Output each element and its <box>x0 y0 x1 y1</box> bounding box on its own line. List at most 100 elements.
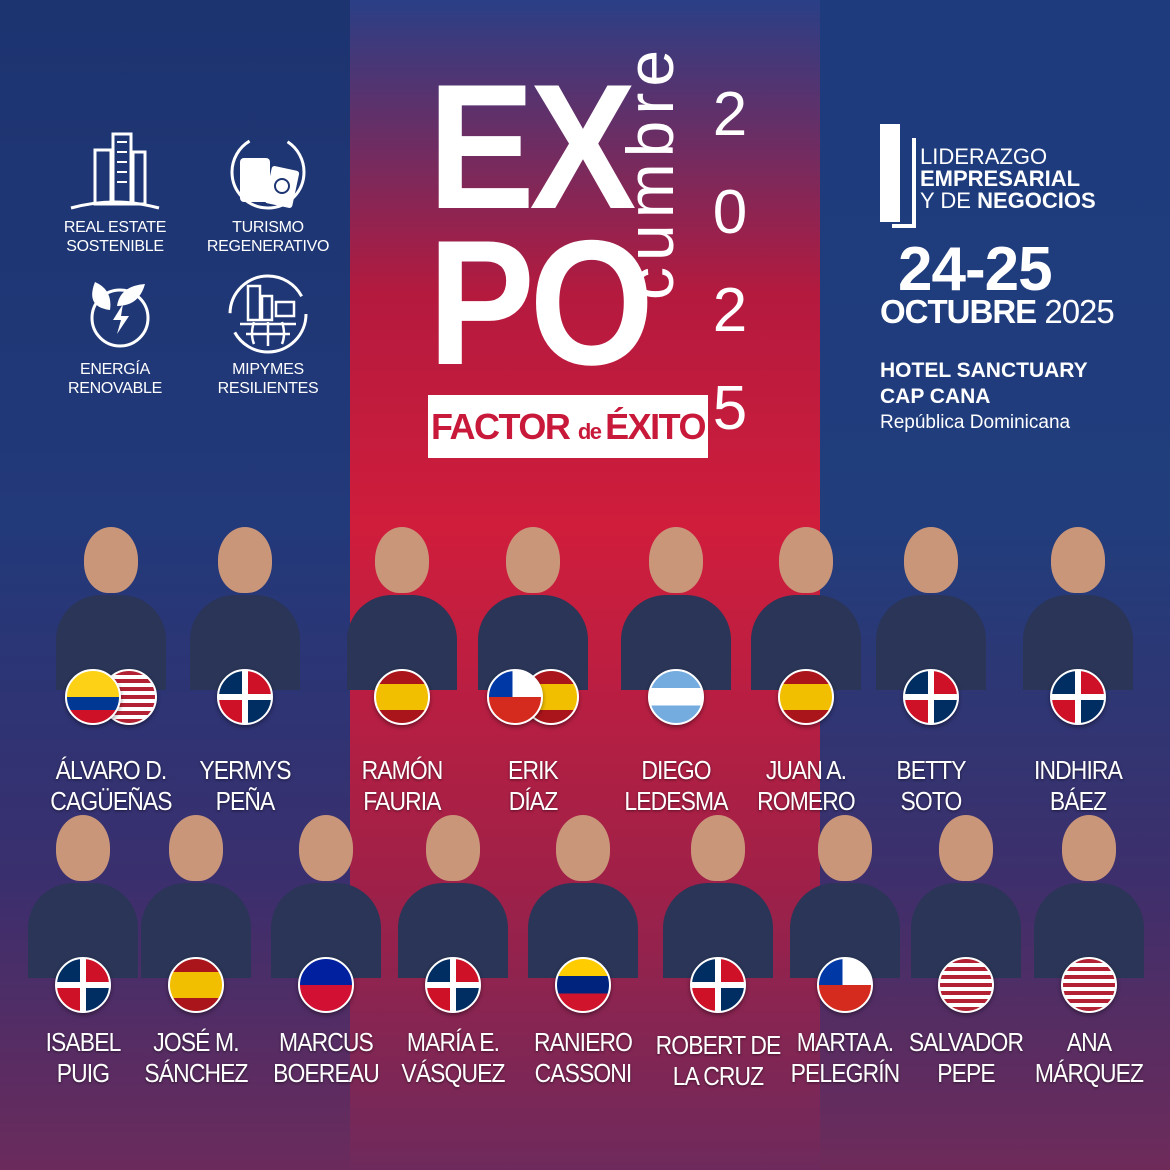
flag-do-icon <box>55 957 111 1013</box>
program-line: Y DE <box>920 188 978 213</box>
factor-word: FACTOR <box>430 406 578 447</box>
factor-de-exito-banner: FACTOR de ÉXITO <box>428 395 708 458</box>
speaker-head <box>691 815 745 881</box>
speaker-photo <box>1034 815 1144 978</box>
speaker-photo <box>621 527 731 690</box>
speaker-name: MARÍA E. VÁSQUEZ <box>387 1027 519 1089</box>
category-label: TURISMO <box>232 219 304 236</box>
speaker-name: YERMYS PEÑA <box>179 755 311 817</box>
speaker-name: ÁLVARO D. CAGÜEÑAS <box>45 755 177 817</box>
speaker-photo <box>1023 527 1133 690</box>
year-digit: 0 <box>712 178 748 247</box>
speaker-name: JUAN A. ROMERO <box>740 755 872 817</box>
factor-word: de <box>577 419 606 444</box>
year-digit: 2 <box>712 80 748 149</box>
speaker-name: MARCUS BOEREAU <box>260 1027 392 1089</box>
event-month: OCTUBRE <box>880 293 1037 330</box>
speaker-head <box>649 527 703 593</box>
speaker-name-line: MARCUS <box>279 1027 374 1057</box>
year-digit: 5 <box>712 374 748 443</box>
speaker-name: MARTA A. PELEGRÍN <box>779 1027 911 1089</box>
speaker-photo <box>190 527 300 690</box>
speaker-name-line: DIEGO <box>641 755 711 785</box>
speaker-name: DIEGO LEDESMA <box>610 755 742 817</box>
speaker-name-line: RANIERO <box>533 1027 633 1057</box>
building-icon <box>70 132 160 210</box>
speaker-name-line: SOTO <box>900 786 963 816</box>
speaker-name: ROBERT DE LA CRUZ <box>652 1030 784 1092</box>
flag-do-icon <box>217 669 273 725</box>
speaker-name: JOSÉ M. SÁNCHEZ <box>130 1027 262 1089</box>
flag-do-icon <box>690 957 746 1013</box>
venue-line: HOTEL SANCTUARY <box>880 359 1088 382</box>
speaker-photo <box>478 527 588 690</box>
category-label: RESILIENTES <box>217 380 319 397</box>
city-globe-icon <box>228 274 308 354</box>
speaker-name-line: ÁLVARO D. <box>55 755 168 785</box>
speaker-name-line: ISABEL <box>45 1027 122 1057</box>
program-logo-bracket <box>892 138 916 228</box>
title-cumbre-vertical: cumbre <box>613 43 687 300</box>
flag-ar-icon <box>648 669 704 725</box>
speaker-name-line: BOEREAU <box>273 1058 380 1088</box>
speaker-name: ERIK DÍAZ <box>467 755 599 817</box>
speaker-photo <box>271 815 381 978</box>
speaker-photo <box>790 815 900 978</box>
speaker-name-line: ROBERT DE <box>655 1030 782 1060</box>
speaker-name-line: CASSONI <box>534 1058 633 1088</box>
flag-do-icon <box>425 957 481 1013</box>
speaker-head <box>1062 815 1116 881</box>
flag-us-icon <box>938 957 994 1013</box>
speaker-name: INDHIRA BÁEZ <box>1012 755 1144 817</box>
category-label: SOSTENIBLE <box>66 238 164 255</box>
speaker-name-line: MÁRQUEZ <box>1034 1058 1144 1088</box>
speaker-name-line: BETTY <box>896 755 966 785</box>
speaker-name-line: LEDESMA <box>624 786 728 816</box>
speaker-head <box>426 815 480 881</box>
speaker-name-line: LA CRUZ <box>672 1061 764 1091</box>
flag-do-icon <box>903 669 959 725</box>
event-month-year: OCTUBRE 2025 <box>880 293 1115 330</box>
speaker-head <box>939 815 993 881</box>
speaker-name: SALVADOR PEPE <box>900 1027 1032 1089</box>
flag-cl-icon <box>487 669 543 725</box>
flag-es-icon <box>374 669 430 725</box>
category-label: ENERGÍA <box>80 361 150 378</box>
speaker-name-line: PEPE <box>937 1058 995 1088</box>
speaker-head <box>904 527 958 593</box>
speaker-photo <box>528 815 638 978</box>
speaker-name-line: DÍAZ <box>508 786 558 816</box>
speaker-head <box>299 815 353 881</box>
speaker-head <box>218 527 272 593</box>
flag-do-icon <box>1050 669 1106 725</box>
speaker-name: ISABEL PUIG <box>17 1027 149 1089</box>
speaker-head <box>779 527 833 593</box>
title-po: PO <box>428 203 654 402</box>
program-logo-bar <box>880 124 900 222</box>
speaker-name: RANIERO CASSONI <box>517 1027 649 1089</box>
event-year: 2025 <box>1044 293 1114 330</box>
speaker-name-line: BÁEZ <box>1049 786 1107 816</box>
speaker-head <box>556 815 610 881</box>
title-year-vertical: 2 0 2 5 <box>700 66 760 458</box>
speaker-photo <box>876 527 986 690</box>
year-digit: 2 <box>712 276 748 345</box>
category-label: MIPYMES <box>232 361 304 378</box>
speaker-name-line: ERIK <box>508 755 559 785</box>
speaker-head <box>375 527 429 593</box>
speaker-photo <box>911 815 1021 978</box>
category-energia: ENERGÍA RENOVABLE <box>40 272 190 398</box>
category-turismo: TURISMO REGENERATIVO <box>193 130 343 256</box>
flag-es-icon <box>778 669 834 725</box>
program-line: NEGOCIOS <box>977 188 1096 213</box>
speaker-photo <box>347 527 457 690</box>
category-real-estate: REAL ESTATE SOSTENIBLE <box>40 130 190 256</box>
speaker-head <box>56 815 110 881</box>
factor-word: ÉXITO <box>605 406 706 447</box>
program-name: LIDERAZGO EMPRESARIAL Y DE NEGOCIOS <box>920 146 1096 212</box>
speaker-name: ANA MÁRQUEZ <box>1023 1027 1155 1089</box>
event-country: República Dominicana <box>880 412 1071 433</box>
speaker-name-line: PUIG <box>56 1058 110 1088</box>
speaker-name-line: SALVADOR <box>908 1027 1024 1057</box>
speaker-name-line: JOSÉ M. <box>153 1027 239 1057</box>
